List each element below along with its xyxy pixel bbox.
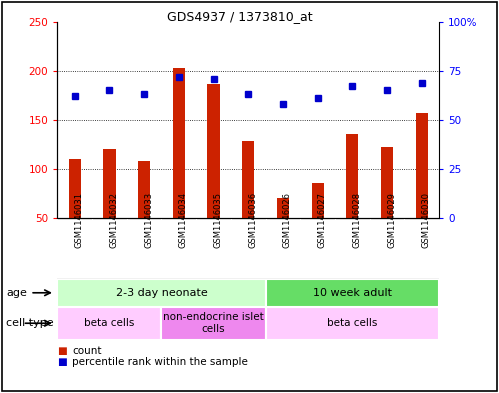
Bar: [208, 83, 220, 218]
Text: ■: ■: [57, 356, 67, 367]
Text: GSM1146026: GSM1146026: [283, 192, 292, 248]
Text: GSM1146036: GSM1146036: [248, 192, 257, 248]
Bar: [265, 279, 439, 307]
Text: age: age: [6, 288, 27, 298]
Text: GSM1146032: GSM1146032: [109, 192, 118, 248]
Text: ■: ■: [57, 345, 67, 356]
Bar: [138, 161, 150, 218]
Bar: [162, 307, 265, 340]
Text: cell type: cell type: [6, 318, 54, 328]
Bar: [69, 159, 81, 218]
Text: GSM1146028: GSM1146028: [352, 192, 361, 248]
Text: 2-3 day neonate: 2-3 day neonate: [116, 288, 208, 298]
Bar: [311, 183, 324, 218]
Bar: [57, 279, 265, 307]
Text: percentile rank within the sample: percentile rank within the sample: [72, 356, 248, 367]
Bar: [173, 68, 185, 218]
Text: GSM1146034: GSM1146034: [179, 192, 188, 248]
Bar: [381, 147, 393, 218]
Text: 10 week adult: 10 week adult: [313, 288, 392, 298]
Text: beta cells: beta cells: [327, 318, 378, 328]
Text: beta cells: beta cells: [84, 318, 135, 328]
Bar: [242, 141, 254, 218]
Bar: [346, 134, 358, 218]
Text: GSM1146033: GSM1146033: [144, 192, 153, 248]
Text: non-endocrine islet
cells: non-endocrine islet cells: [163, 312, 264, 334]
Text: GSM1146031: GSM1146031: [75, 192, 84, 248]
Bar: [265, 307, 439, 340]
Bar: [277, 198, 289, 218]
Bar: [57, 307, 162, 340]
Text: GSM1146029: GSM1146029: [387, 192, 396, 248]
Bar: [416, 113, 428, 218]
Text: GDS4937 / 1373810_at: GDS4937 / 1373810_at: [167, 10, 312, 23]
Text: count: count: [72, 345, 102, 356]
Text: GSM1146030: GSM1146030: [422, 192, 431, 248]
Bar: [103, 149, 115, 218]
Text: GSM1146027: GSM1146027: [318, 192, 327, 248]
Text: GSM1146035: GSM1146035: [214, 192, 223, 248]
